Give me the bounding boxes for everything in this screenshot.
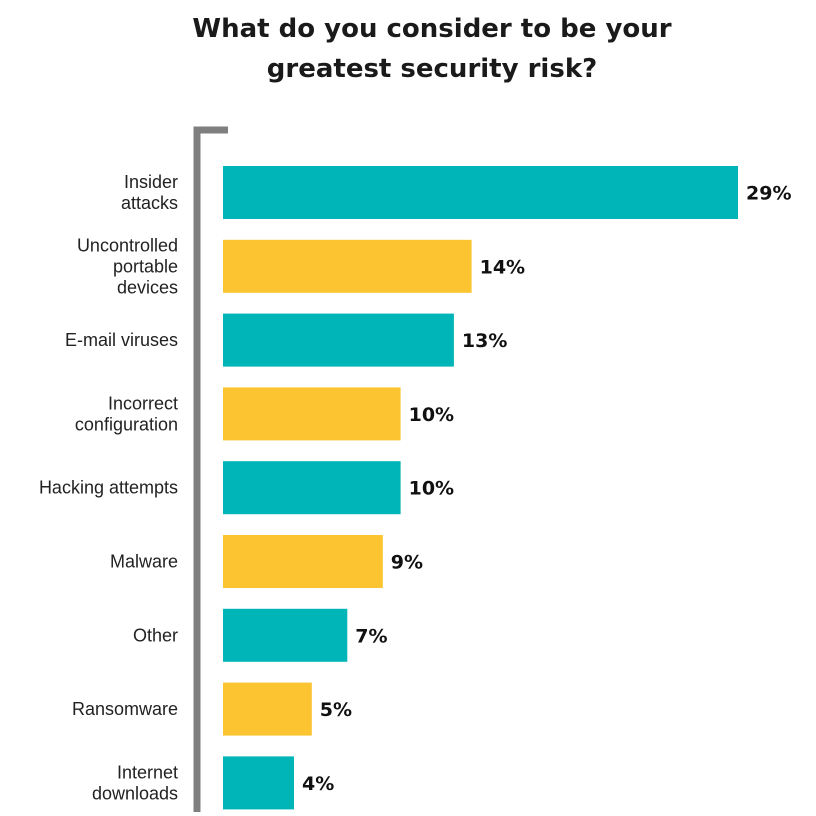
category-label: Malware <box>110 552 178 572</box>
chart-title: What do you consider to be your greatest … <box>192 14 671 84</box>
category-label: attacks <box>121 193 178 213</box>
value-label: 4% <box>302 773 334 795</box>
axis-bracket <box>193 126 228 812</box>
category-label: Ransomware <box>72 699 178 719</box>
category-label: downloads <box>92 783 178 803</box>
bar <box>223 682 312 736</box>
category-label: portable <box>113 256 178 276</box>
category-label: Uncontrolled <box>77 235 178 255</box>
category-label: Incorrect <box>108 393 178 413</box>
bar <box>223 387 401 441</box>
bar <box>223 756 294 810</box>
category-label: Internet <box>117 762 178 782</box>
bar <box>223 166 738 219</box>
value-labels: 29% 14% 13% 10% 10% 9% 7% 5% 4% <box>302 183 791 795</box>
category-label: Insider <box>124 172 178 192</box>
value-label: 7% <box>355 625 387 647</box>
value-label: 29% <box>746 183 791 205</box>
bar <box>223 461 401 515</box>
value-label: 9% <box>391 552 423 574</box>
bar <box>223 239 472 293</box>
category-label: Hacking attempts <box>39 478 178 498</box>
value-label: 13% <box>462 330 507 352</box>
value-label: 5% <box>320 699 352 721</box>
chart-title-line: What do you consider to be your <box>192 14 671 44</box>
category-label: Other <box>133 625 178 645</box>
chart-title-line: greatest security risk? <box>267 54 597 84</box>
value-label: 14% <box>480 256 525 278</box>
category-label: devices <box>117 277 178 297</box>
category-label: E-mail viruses <box>65 330 178 350</box>
value-label: 10% <box>409 478 454 500</box>
value-label: 10% <box>409 404 454 426</box>
bars <box>223 166 738 810</box>
bar <box>223 535 383 588</box>
category-label: configuration <box>75 414 178 434</box>
bar <box>223 313 454 367</box>
bar <box>223 608 348 662</box>
